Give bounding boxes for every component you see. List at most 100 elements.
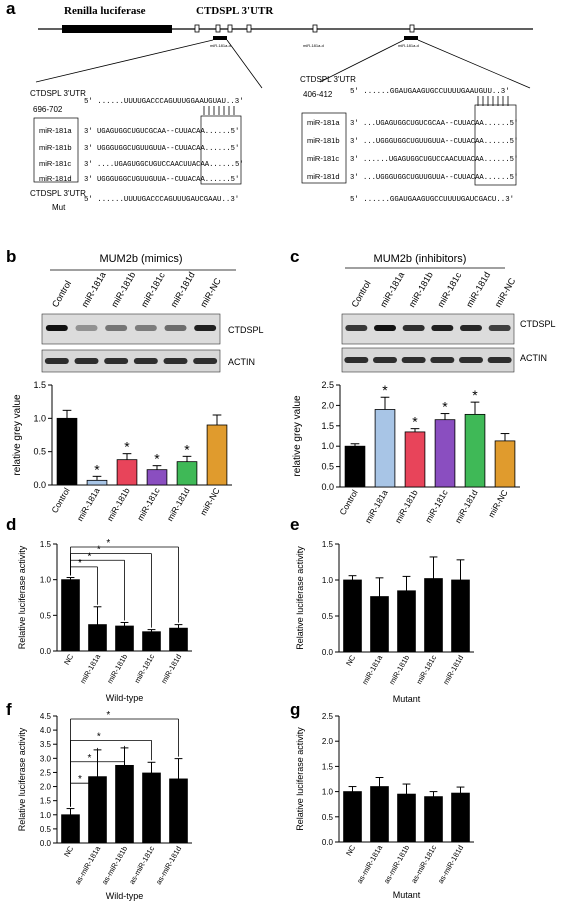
category-label: as-miR-181c <box>127 844 156 886</box>
bracket-star: * <box>106 538 110 549</box>
right-seq-181c: 3' ......UGAGUGGCUGUCCAACUUACAA......5' <box>350 156 518 164</box>
panel-letter-a: a <box>6 0 16 18</box>
blot-b-actin-band <box>193 358 218 364</box>
panel-letter-c: c <box>290 247 299 266</box>
blot-c-actin-label: ACTIN <box>520 353 547 363</box>
bar <box>464 413 486 488</box>
y-axis-label: relative grey value <box>292 395 303 477</box>
category-label: miR-181d <box>159 653 183 686</box>
category-label: miR-181b <box>105 486 132 523</box>
bar <box>142 772 161 844</box>
bar <box>56 417 78 486</box>
y-tick-label: 2.0 <box>321 400 334 410</box>
bar <box>451 579 470 653</box>
chart-c: 0.0 0.5 1.0 1.5 2.0 2.5 relative grey value Con… <box>292 380 520 525</box>
blot-c-actin-band <box>344 357 369 363</box>
alignment-right: CTDSPL 3'UTR 406-412 5' ......GGAUGAAGUG… <box>300 75 518 204</box>
y-tick-label: 0.5 <box>321 462 334 472</box>
right-mir-181b: miR-181b <box>307 136 340 145</box>
chart-g: 0.0 0.5 1.0 1.5 2.0 2.5 Relative luciferase ac… <box>295 712 474 900</box>
y-tick-label: 1.0 <box>322 576 334 585</box>
category-label: as-miR-181a <box>355 843 385 885</box>
left-seq-181a: 3' UGAGUGGCUGUCGCAA--CUUACAA......5' <box>84 128 239 136</box>
y-tick-label: 3.5 <box>40 740 52 749</box>
blot-c-title: MUM2b (inhibitors) <box>374 253 467 265</box>
x-axis-label: Wild-type <box>106 693 144 703</box>
category-label: miR-181c <box>132 652 156 685</box>
category-label: as-miR-181d <box>436 844 465 886</box>
utr-marker <box>409 24 415 33</box>
y-tick-label: 1.5 <box>40 797 52 806</box>
bar <box>344 445 366 488</box>
blot-c-ctdspl-band <box>460 325 482 331</box>
bracket-star: * <box>97 545 101 556</box>
category-label: as-miR-181c <box>409 843 438 885</box>
category-label: NC <box>344 843 358 857</box>
category-label: miR-181b <box>105 653 129 686</box>
chart-d: 0.0 0.5 1.0 1.5 Relative luciferase activity… <box>17 538 192 703</box>
significance-bracket: * <box>70 545 152 628</box>
significance-star: * <box>94 461 100 477</box>
significance-star: * <box>442 399 448 415</box>
category-label: miR-181a <box>360 653 384 686</box>
blot-c-lane-label: miR-NC <box>493 276 518 309</box>
blot-b-title: MUM2b (mimics) <box>99 253 182 265</box>
panel-letter-d: d <box>6 515 16 534</box>
category-label: miR-181a <box>75 486 102 523</box>
category-label: miR-181c <box>423 487 450 524</box>
blot-c-ctdspl-band <box>345 325 368 331</box>
bar <box>115 625 134 652</box>
left-pairing-lines <box>203 106 235 115</box>
right-mir-181c: miR-181c <box>307 154 339 163</box>
category-label: miR-181b <box>387 654 411 687</box>
y-axis-label: Relative luciferase activity <box>295 727 305 831</box>
y-tick-label: 0.0 <box>40 839 52 848</box>
y-tick-label: 2.5 <box>40 768 52 777</box>
left-mir-181b: miR-181b <box>39 143 72 152</box>
category-label: NC <box>344 653 358 667</box>
bar <box>116 459 138 486</box>
right-position: 406-412 <box>303 90 333 99</box>
y-tick-label: 2.0 <box>322 737 334 746</box>
blot-b-actin-band <box>163 358 188 364</box>
right-header: CTDSPL 3'UTR <box>300 75 356 84</box>
utr-marker <box>215 24 221 33</box>
bar <box>88 624 107 652</box>
y-tick-label: 4.5 <box>40 712 52 721</box>
bar <box>169 778 188 844</box>
blot-c-lane-label: Control <box>349 279 372 309</box>
left-header: CTDSPL 3'UTR <box>30 89 86 98</box>
blot-b-actin-band <box>74 358 99 364</box>
category-label: miR-181d <box>165 486 192 523</box>
y-tick-label: 0.0 <box>322 648 334 657</box>
panel-letter-b: b <box>6 247 16 266</box>
utr-marker <box>246 24 252 33</box>
bar <box>146 469 168 486</box>
blot-b-ctdspl-band <box>45 325 68 331</box>
y-tick-label: 0.5 <box>40 825 52 834</box>
panel-letter-f: f <box>6 700 12 719</box>
blot-b-lane-label: miR-NC <box>198 276 223 309</box>
category-label: NC <box>62 652 76 666</box>
bracket-star: * <box>87 551 91 562</box>
site-label-1: miR-181a-d <box>210 43 231 48</box>
significance-star: * <box>124 439 130 455</box>
right-seq-181a: 3' ...UGAGUGGCUGUCGCAA--CUUACAA......5' <box>350 120 518 128</box>
bar <box>86 479 108 486</box>
left-utr-seq: 5' ......UUUUGACCCAGUUUGGAAUGUAU..3' <box>84 98 244 106</box>
right-mut-seq: 5' ......GGAUGAAGUGCCUUUUGAUCGACU..3' <box>350 196 514 204</box>
utr-label: CTDSPL 3'UTR <box>196 5 274 17</box>
y-tick-label: 1.5 <box>33 380 46 390</box>
x-axis-label: Wild-type <box>106 891 144 901</box>
right-pairing-lines <box>477 96 509 106</box>
right-seed-box <box>474 104 517 186</box>
bar <box>206 424 228 486</box>
panel-letter-e: e <box>290 515 299 534</box>
blot-b-lane-label: miR-181d <box>169 270 197 309</box>
y-tick-label: 1.5 <box>322 540 334 549</box>
category-label: as-miR-181d <box>154 845 183 887</box>
blot-b-ctdspl-band <box>164 325 187 331</box>
category-label: miR-181d <box>441 654 465 687</box>
blot-b-ctdspl-band <box>75 325 98 331</box>
chart-e: 0.0 0.5 1.0 1.5 Relative luciferase activity… <box>295 540 474 704</box>
